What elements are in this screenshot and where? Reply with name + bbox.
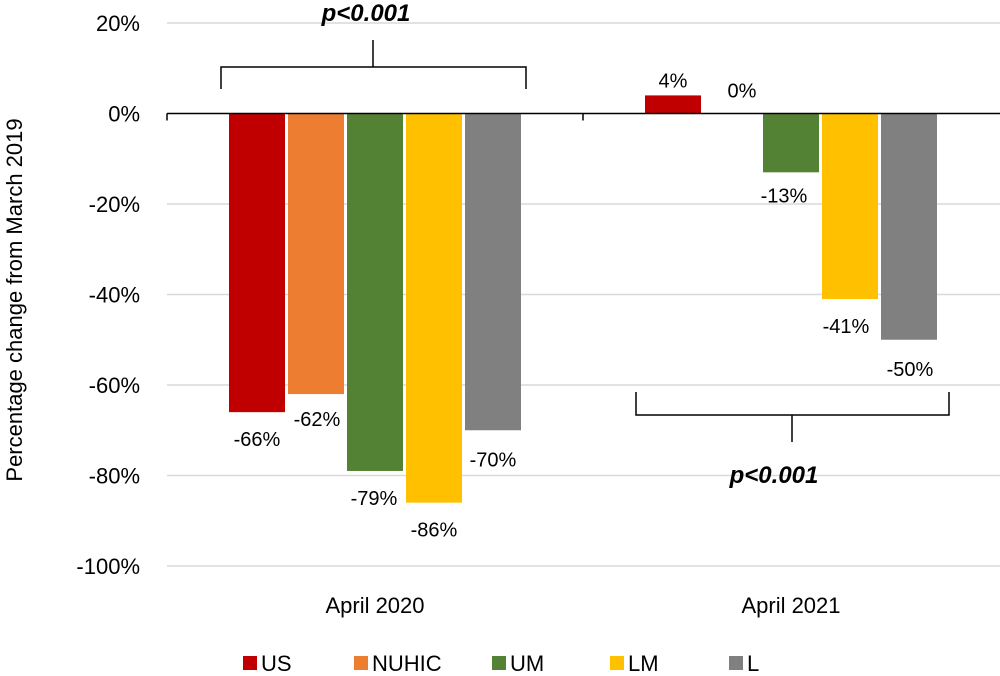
significance-bracket	[220, 40, 527, 89]
legend-label: LM	[628, 651, 659, 676]
legend-item-lm: LM	[610, 651, 659, 676]
data-labels: -66% 4% -62% 0% -79% -13% -86% -41% -70% -50%	[234, 70, 934, 541]
y-tick-label: -20%	[89, 192, 140, 217]
y-axis-label: Percentage change from March 2019	[2, 118, 27, 481]
bar-um-1	[347, 113, 403, 471]
bars	[229, 95, 937, 503]
bar-um-2	[763, 113, 819, 173]
data-label: -62%	[294, 409, 341, 431]
bar-lm-2	[822, 113, 878, 300]
bar-l-2	[881, 113, 937, 340]
data-label: -41%	[823, 316, 870, 338]
data-label: -86%	[411, 520, 458, 542]
legend-label: UM	[510, 651, 544, 676]
significance-annotations: p<0.001 p<0.001	[220, 0, 950, 489]
bar-l-1	[465, 113, 521, 431]
legend-label: US	[261, 651, 292, 676]
data-label: -79%	[351, 488, 398, 510]
legend-swatch	[492, 656, 506, 670]
x-category-label: April 2020	[325, 593, 424, 618]
legend-swatch	[729, 656, 743, 670]
legend: US NUHIC UM LM L	[243, 651, 759, 676]
bar-us-2	[645, 95, 701, 114]
legend-item-us: US	[243, 651, 292, 676]
significance-bracket	[635, 392, 950, 442]
legend-item-l: L	[729, 651, 759, 676]
data-label: -50%	[887, 359, 934, 381]
bar-nuhic-1	[288, 113, 344, 395]
y-tick-label: -100%	[76, 554, 140, 579]
y-tick-label: 20%	[96, 11, 140, 36]
p-value-label: p<0.001	[321, 0, 411, 27]
y-tick-label: -40%	[89, 283, 140, 308]
x-axis-categories: April 2020 April 2021	[325, 593, 840, 618]
y-axis-ticks: 20% 0% -20% -40% -60% -80% -100%	[76, 11, 140, 579]
legend-label: L	[747, 651, 759, 676]
data-label: -66%	[234, 429, 281, 451]
data-label: -13%	[761, 185, 808, 207]
bar-lm-1	[406, 113, 462, 503]
legend-item-um: UM	[492, 651, 544, 676]
data-label: -70%	[470, 449, 517, 471]
y-tick-label: -60%	[89, 373, 140, 398]
y-tick-label: 0%	[108, 102, 140, 127]
p-value-label: p<0.001	[729, 462, 819, 489]
legend-swatch	[243, 656, 257, 670]
data-label: 4%	[659, 70, 688, 92]
legend-swatch	[610, 656, 624, 670]
legend-item-nuhic: NUHIC	[354, 651, 442, 676]
x-category-label: April 2021	[741, 593, 840, 618]
legend-swatch	[354, 656, 368, 670]
legend-label: NUHIC	[372, 651, 442, 676]
y-tick-label: -80%	[89, 464, 140, 489]
bar-us-1	[229, 113, 285, 413]
data-label: 0%	[728, 81, 757, 103]
